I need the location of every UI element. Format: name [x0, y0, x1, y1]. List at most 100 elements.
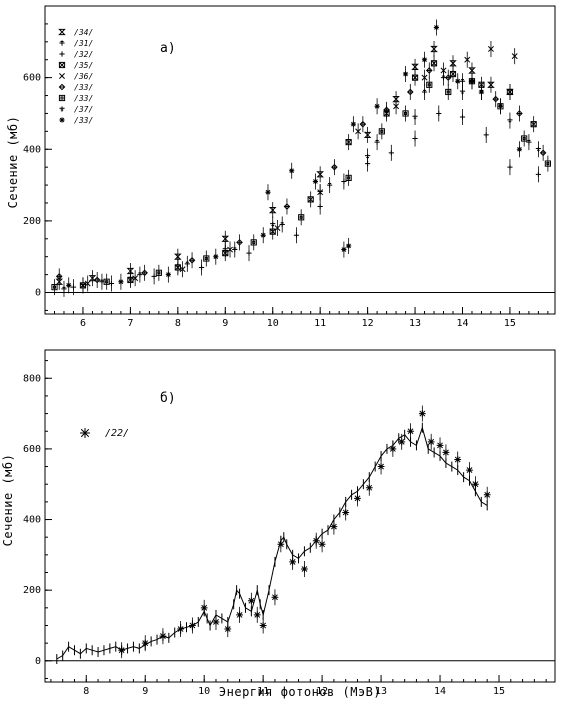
panel-a-series-2-point	[198, 264, 205, 271]
panel-b-label: б)	[160, 391, 176, 406]
panel-a-series-0-point	[487, 81, 495, 88]
panel-a-series-8-point	[312, 178, 319, 185]
panel-a-series-5-point	[236, 239, 243, 246]
panel-a-series-8-point	[346, 243, 352, 249]
panel-a-series-4-point	[274, 225, 281, 232]
panel-b-chart: 8 9 10 11 12 13 14 15 0 200 400 600 800 /22/ б) Сече…	[1, 349, 556, 699]
panel-b-x-tick-label: 13	[375, 686, 387, 697]
panel-b-x-tick-label: 11	[257, 686, 269, 697]
panel-a-legend-marker-8	[59, 117, 65, 123]
panel-a-series-7-point	[412, 114, 418, 120]
panel-b-x-tick-label: 9	[142, 686, 148, 697]
panel-b-series-0-point	[301, 565, 308, 573]
panel-a-series-1-point	[184, 261, 190, 267]
panel-b-x-tick-label: 12	[316, 686, 328, 697]
panel-a-series-7-point	[459, 89, 466, 95]
panel-b-series-0-point	[407, 427, 414, 435]
panel-a-legend-marker-4	[59, 73, 65, 79]
panel-a-series-2-point	[246, 250, 252, 256]
panel-a-series-0-point	[430, 45, 438, 53]
panel-a-legend-label-5: /33/	[74, 83, 93, 92]
panel-a-series-4-point	[393, 103, 400, 110]
panel-a-x-tick-label: 11	[314, 318, 326, 329]
panel-a-series-6-point	[103, 278, 110, 285]
panel-a-data-marks	[51, 19, 551, 297]
panel-b-x-axis-label: Энергия фотонов (МэВ)	[219, 685, 381, 699]
panel-b-series-0-point	[236, 611, 243, 619]
panel-a-series-7-point	[317, 189, 323, 195]
panel-a-series-0-point	[126, 267, 135, 275]
panel-a-series-5-point	[93, 276, 101, 284]
panel-a-series-4-point	[84, 280, 91, 287]
panel-a-series-3-point	[430, 60, 438, 67]
panel-a-series-6-point	[298, 214, 305, 221]
panel-a-series-2-point	[388, 150, 394, 156]
panel-b-series-0-point	[271, 593, 279, 601]
panel-a-series-6-point	[250, 239, 257, 246]
panel-a-x-tick-label: 14	[456, 318, 468, 329]
panel-a-legend-marker-1	[59, 40, 65, 46]
panel-a-series-3-point	[506, 88, 514, 96]
panel-b-series-0-point	[224, 625, 232, 633]
panel-a-legend-marker-0	[58, 28, 66, 36]
panel-a-legend-label-8: /33/	[74, 116, 93, 125]
panel-a-axis-ticks: 6 7 8 9 10 11 12 13 14 15 0 200 400 600	[23, 5, 555, 329]
panel-a-series-8-point	[165, 272, 171, 278]
panel-b-legend-label-0: /22/	[105, 428, 129, 439]
panel-a-series-8-point	[455, 78, 461, 84]
panel-a-series-5-point	[444, 74, 452, 81]
panel-a-series-6-point	[497, 103, 504, 110]
panel-b-y-tick-label: 0	[35, 656, 41, 667]
panel-a-series-8-point	[260, 232, 266, 238]
panel-a-legend-label-3: /35/	[74, 61, 93, 70]
panel-a-series-5-point	[383, 106, 390, 114]
panel-b-legend-marker-0	[80, 428, 90, 438]
panel-a-x-tick-label: 13	[409, 318, 421, 329]
panel-a-legend-marker-3	[58, 61, 66, 69]
panel-a-series-4-point	[355, 128, 362, 135]
panel-a-series-3-point	[345, 138, 352, 146]
panel-a-series-8-point	[213, 254, 219, 260]
panel-a-series-3-point	[411, 74, 419, 81]
panel-a-series-3-point	[307, 196, 314, 203]
panel-a-legend-marker-7	[59, 106, 65, 112]
panel-b-legend: /22/	[80, 428, 129, 439]
panel-a-series-6-point	[521, 135, 528, 142]
panel-a-series-4-point	[511, 53, 518, 60]
panel-b-series-0-point	[454, 456, 462, 463]
panel-a-y-tick-label: 200	[23, 216, 41, 227]
panel-b-series-0-point	[377, 463, 385, 470]
panel-a-series-6-point	[544, 160, 551, 167]
panel-a-series-5-point	[492, 95, 500, 103]
panel-a-legend-label-6: /33/	[74, 94, 93, 103]
panel-a-series-6-point	[468, 78, 476, 85]
panel-a-series-7-point	[535, 146, 541, 152]
panel-b-series-0-point	[259, 622, 267, 629]
panel-a-series-8-point	[478, 89, 485, 95]
panel-a-series-4-point	[421, 74, 428, 81]
panel-a-series-5-point	[188, 256, 196, 264]
panel-b-series-0-point	[442, 449, 450, 456]
panel-b-series-0-point	[472, 480, 479, 488]
panel-a-series-8-point	[516, 146, 523, 152]
panel-a-series-8-point	[374, 103, 380, 109]
panel-a-series-1-point	[279, 221, 285, 228]
panel-b-series-0-point	[342, 509, 350, 516]
panel-a-series-6-point	[378, 128, 385, 135]
panel-a-series-6-point	[402, 110, 409, 117]
panel-a-series-6-point	[51, 284, 58, 291]
panel-a-series-0-point	[392, 96, 400, 103]
panel-b-x-tick-label: 14	[434, 686, 446, 697]
panel-a-series-8-point	[265, 189, 271, 195]
panel-a-series-4-point	[227, 246, 233, 253]
panel-a-series-5-point	[516, 110, 523, 117]
panel-a-series-6-point	[203, 255, 210, 262]
panel-a-x-tick-label: 6	[80, 318, 86, 329]
panel-a-series-8-point	[421, 57, 428, 63]
panel-a-series-4-point	[487, 46, 494, 52]
panel-a-legend-label-1: /31/	[74, 39, 93, 48]
panel-a-series-5-point	[331, 163, 338, 171]
panel-a-series-4-point	[464, 56, 471, 63]
